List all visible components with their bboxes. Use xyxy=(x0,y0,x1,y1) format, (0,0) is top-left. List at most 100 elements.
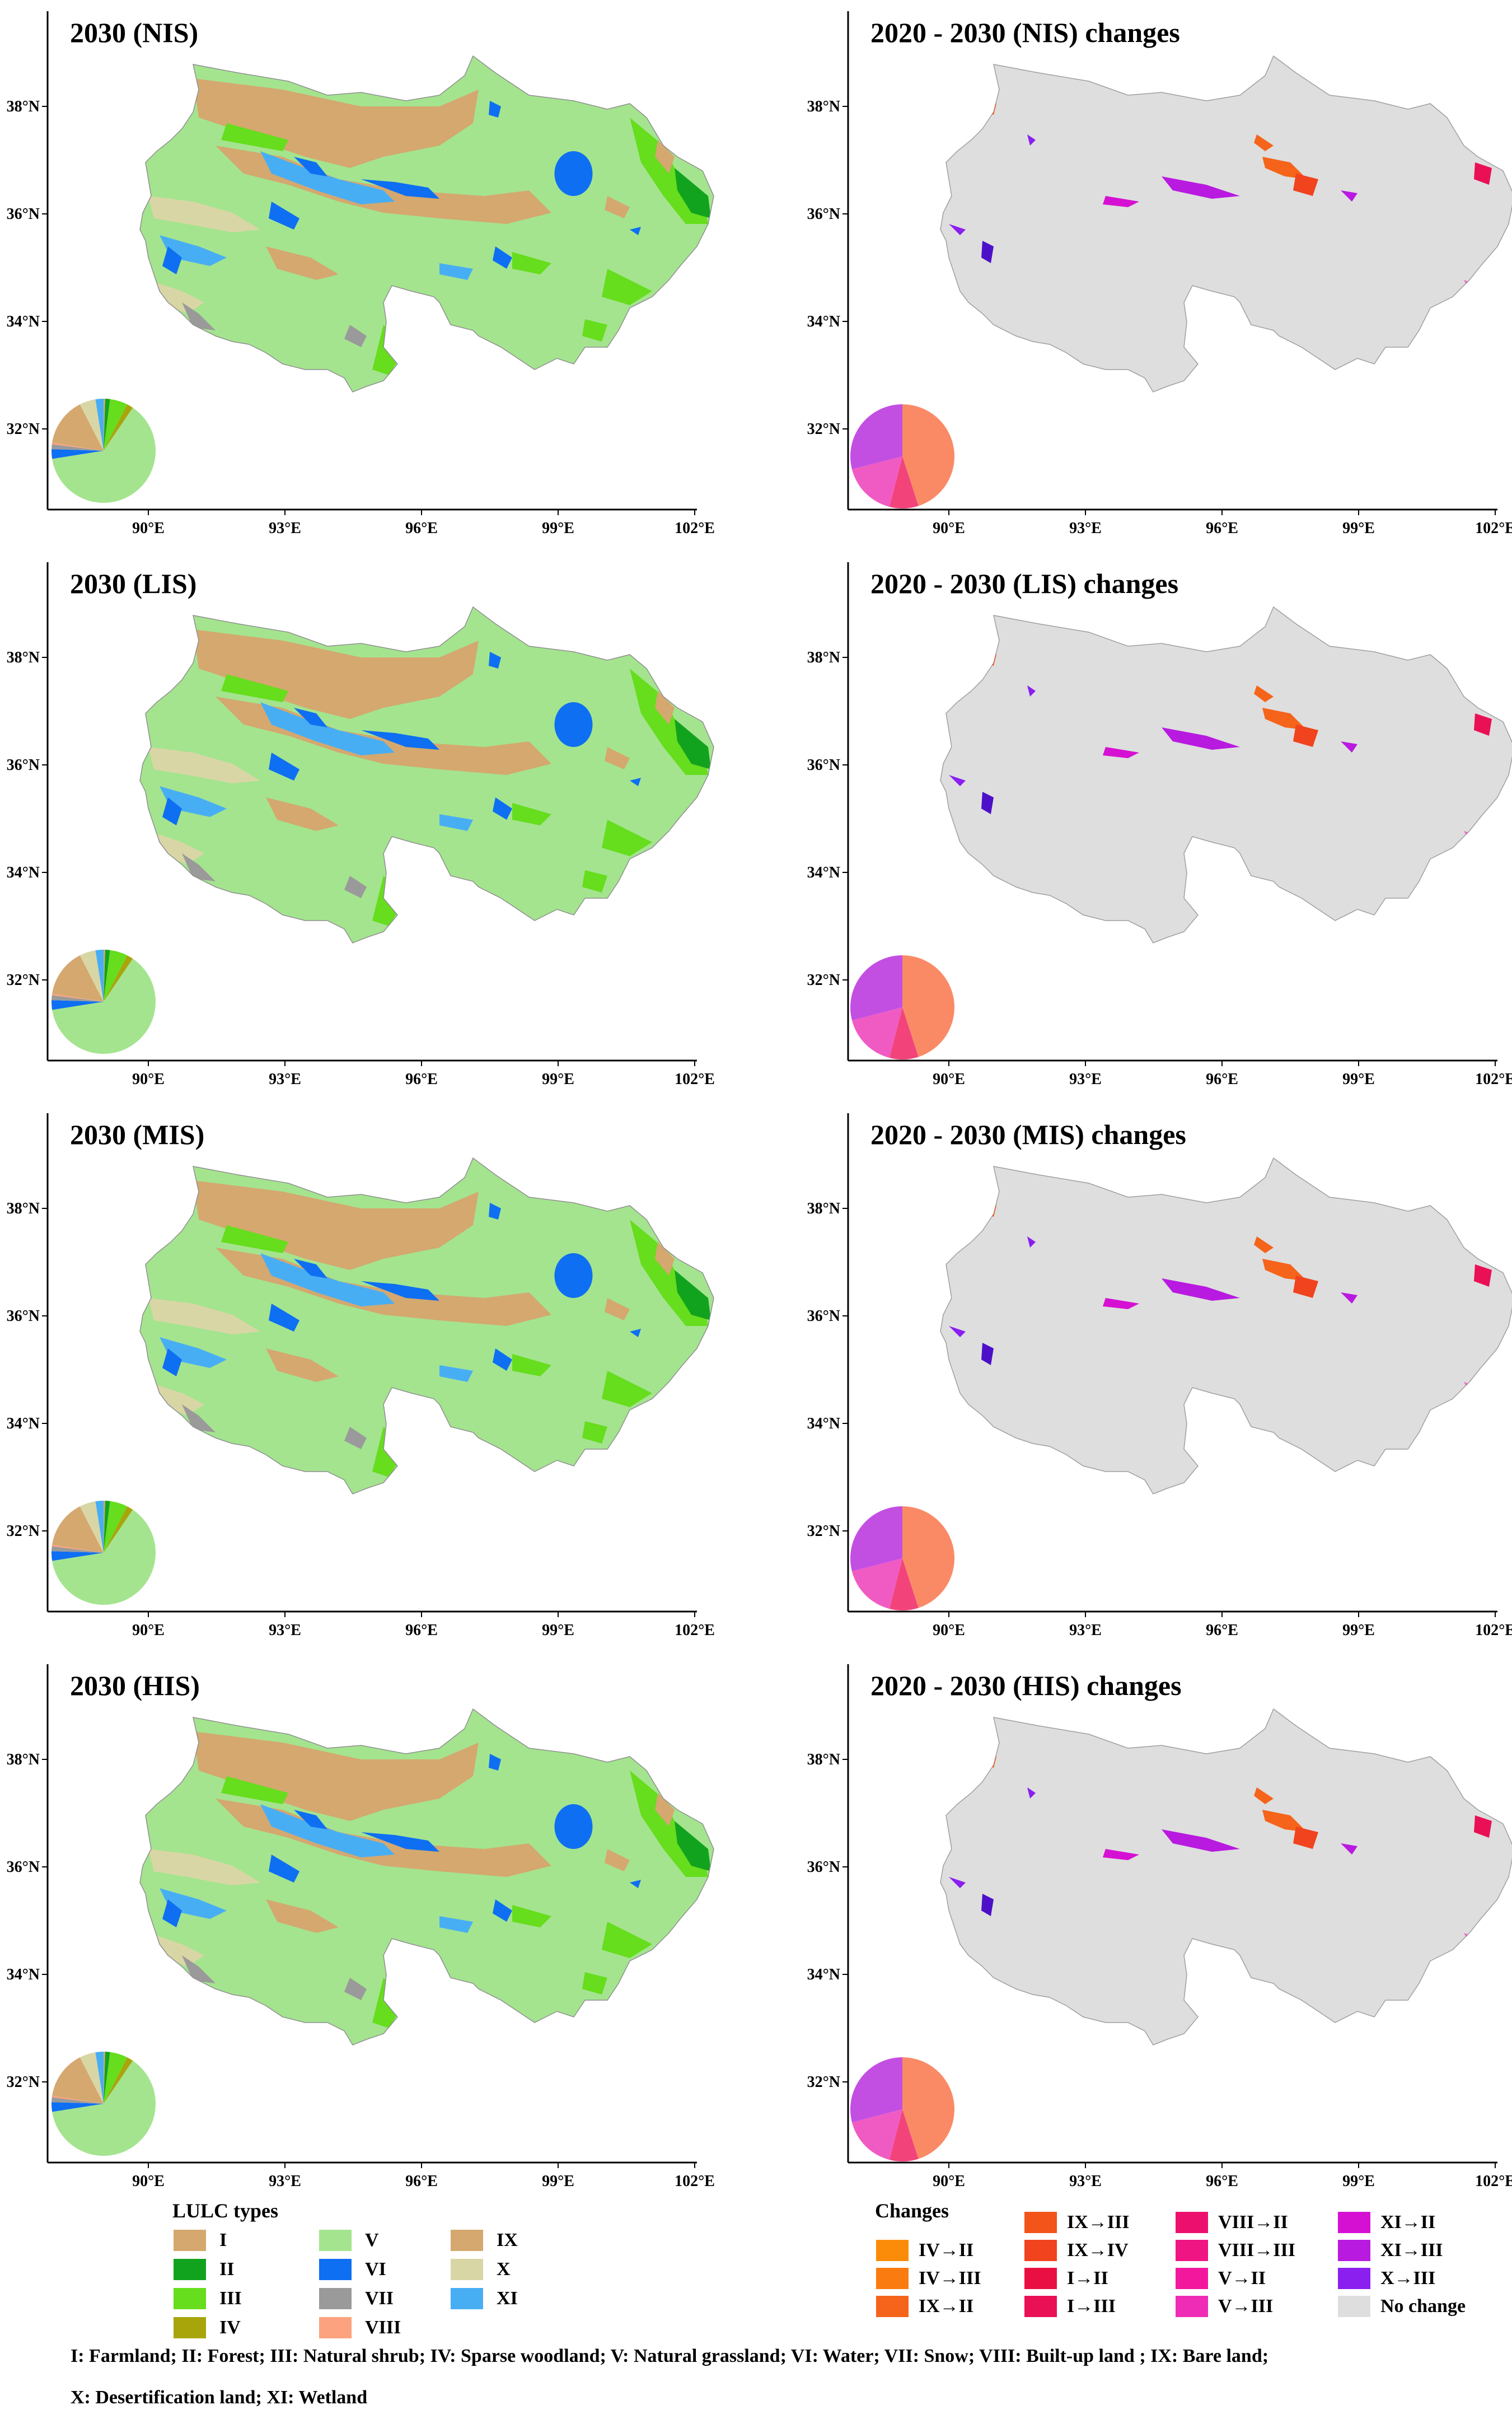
lulc-legend-item: III xyxy=(174,2288,242,2309)
lon-tick-label: 93°E xyxy=(269,1071,301,1088)
lon-tick-label: 99°E xyxy=(542,1622,574,1639)
lon-tick-label: 102°E xyxy=(1475,1071,1512,1088)
lulc-pie-chart-slice xyxy=(52,449,104,459)
change-pie-chart-slice xyxy=(902,2057,955,2159)
lulc-pie-chart-slice xyxy=(52,1544,104,1553)
lulc-legend-swatch xyxy=(319,2317,352,2338)
lon-tick-label: 90°E xyxy=(933,1071,965,1088)
lat-tick-label: 36°N xyxy=(807,1307,840,1325)
changes-legend-swatch xyxy=(1338,2268,1370,2289)
lulc-map xyxy=(140,56,714,392)
lulc-pie-chart-slice xyxy=(95,399,104,451)
lulc-legend-item: VIII xyxy=(319,2317,401,2338)
lon-tick-label: 96°E xyxy=(1206,1622,1238,1639)
changes-legend-swatch xyxy=(876,2296,909,2317)
changes-legend-item: I→II xyxy=(1024,2268,1108,2289)
panel-title: 2020 - 2030 (NIS) changes xyxy=(870,17,1180,48)
changes-legend-label: V→III xyxy=(1218,2296,1273,2317)
lat-tick-label: 38°N xyxy=(7,1200,40,1217)
lat-tick-label: 34°N xyxy=(807,1966,840,1983)
change-pie-chart-slice xyxy=(850,955,902,1021)
lulc-pie-chart-slice xyxy=(52,993,104,1002)
lat-tick-label: 34°N xyxy=(807,1415,840,1432)
lulc-legend-swatch xyxy=(174,2317,206,2338)
change-pie-chart-slice xyxy=(850,2057,902,2123)
lat-tick-label: 38°N xyxy=(807,98,840,115)
lon-tick-label: 96°E xyxy=(1206,520,1238,537)
changes-legend-item: X→III xyxy=(1338,2268,1435,2289)
changes-legend-swatch xyxy=(1024,2296,1057,2317)
lat-tick-label: 36°N xyxy=(7,206,40,223)
lulc-pie-chart xyxy=(52,399,156,503)
lat-tick-label: 34°N xyxy=(807,313,840,330)
lulc-legend-item: IV xyxy=(174,2317,241,2338)
lulc-pie-chart-slice xyxy=(52,2061,156,2156)
lat-tick-label: 32°N xyxy=(807,2074,840,2091)
panel-title: 2030 (HIS) xyxy=(70,1670,200,1701)
changes-legend-label: No change xyxy=(1380,2296,1466,2317)
lon-tick-label: 102°E xyxy=(675,2173,715,2190)
lulc-pie-chart-slice xyxy=(52,2102,104,2112)
lon-tick-label: 99°E xyxy=(1342,2173,1375,2190)
lon-tick-label: 102°E xyxy=(1475,2173,1512,2190)
lulc-legend-item: II xyxy=(174,2259,234,2280)
lulc-legend-swatch xyxy=(451,2230,483,2251)
lulc-pie-chart-slice xyxy=(52,404,104,451)
lulc-pie-chart-slice xyxy=(52,444,104,451)
change-pie-chart-slice xyxy=(889,1007,919,1060)
lon-tick-label: 93°E xyxy=(1069,1071,1102,1088)
lon-tick-label: 90°E xyxy=(933,1622,965,1639)
lat-tick-label: 38°N xyxy=(7,649,40,666)
lulc-legend-item: VII xyxy=(319,2288,394,2309)
lulc-legend-label: IX xyxy=(497,2230,518,2250)
lulc-pie-chart-slice xyxy=(104,955,133,1002)
change-pie-chart xyxy=(850,2057,955,2162)
lulc-pie-chart-slice xyxy=(104,1501,105,1553)
lulc-pie-chart-slice xyxy=(104,399,110,451)
lat-tick-label: 38°N xyxy=(7,1751,40,1768)
lulc-pie-chart-slice xyxy=(52,1000,104,1010)
lon-tick-label: 93°E xyxy=(269,2173,301,2190)
change-map xyxy=(940,56,1512,392)
lulc-pie-chart-slice xyxy=(104,399,128,451)
lon-tick-label: 90°E xyxy=(132,1622,165,1639)
change-map xyxy=(940,1709,1512,2045)
panel-title: 2020 - 2030 (MIS) changes xyxy=(870,1119,1186,1150)
lulc-legend-item: VI xyxy=(319,2259,386,2280)
lulc-legend-item: X xyxy=(451,2259,511,2280)
lat-tick-label: 32°N xyxy=(807,421,840,438)
changes-legend-swatch xyxy=(1176,2296,1208,2317)
lulc-map xyxy=(140,1158,714,1494)
lulc-legend-item: I xyxy=(174,2230,227,2251)
change-pie-chart-slice xyxy=(850,404,902,470)
change-pie-chart-slice xyxy=(902,955,955,1057)
lat-tick-label: 38°N xyxy=(807,1751,840,1768)
lulc-pie-chart-slice xyxy=(79,2052,104,2104)
change-pie-chart xyxy=(850,404,955,509)
lon-tick-label: 90°E xyxy=(933,2173,965,2190)
changes-legend-item: VIII→II xyxy=(1176,2212,1288,2233)
lulc-legend-label: XI xyxy=(497,2288,518,2309)
lulc-pie-chart-slice xyxy=(104,404,133,451)
lulc-pie-chart-slice xyxy=(52,995,104,1002)
lulc-pie-chart-slice xyxy=(52,2057,104,2104)
lulc-pie-chart-slice xyxy=(52,955,104,1002)
lat-tick-label: 34°N xyxy=(7,1415,40,1432)
lon-tick-label: 96°E xyxy=(405,1071,438,1088)
lulc-pie-chart-slice xyxy=(104,2057,133,2104)
panel-title: 2030 (MIS) xyxy=(70,1119,204,1150)
lon-tick-label: 102°E xyxy=(675,1071,715,1088)
lulc-pie-chart-slice xyxy=(95,950,104,1002)
lon-tick-label: 90°E xyxy=(132,520,165,537)
lulc-legend-label: VI xyxy=(365,2259,386,2280)
lulc-map-panel: 38°N 36°N 34°N 32°N 90°E 93°E 96°E 99°E 102°E 203… xyxy=(7,1664,715,2190)
lat-tick-label: 38°N xyxy=(807,1200,840,1217)
lulc-legend-swatch xyxy=(451,2288,483,2309)
changes-legend-label: IV→III xyxy=(919,2268,981,2289)
change-map-panel: 38°N 36°N 34°N 32°N 90°E 93°E 96°E 99°E 102°E 202… xyxy=(807,11,1512,537)
lat-tick-label: 34°N xyxy=(7,1966,40,1983)
lat-tick-label: 36°N xyxy=(7,1307,40,1325)
changes-legend-item: V→II xyxy=(1176,2268,1266,2289)
changes-legend-item: IX→III xyxy=(1024,2212,1129,2233)
change-pie-chart xyxy=(850,1506,955,1611)
